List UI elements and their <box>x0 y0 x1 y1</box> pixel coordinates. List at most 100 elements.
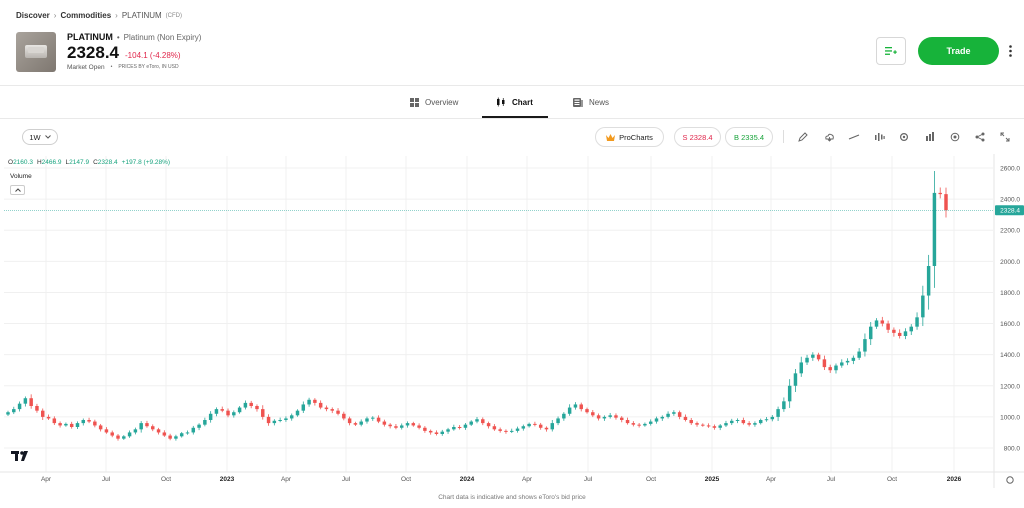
candle-body <box>672 412 676 414</box>
volume-collapse-button[interactable] <box>10 185 25 195</box>
candle-body <box>191 427 196 433</box>
volume-label: Volume <box>10 173 32 180</box>
candle-body <box>452 427 456 430</box>
breadcrumb-discover[interactable]: Discover <box>16 11 50 20</box>
candle-body <box>695 423 699 425</box>
x-tick-label: Oct <box>646 476 656 483</box>
sell-button[interactable]: S 2328.4 <box>674 127 721 147</box>
candle-body <box>139 423 143 430</box>
candle-body <box>747 423 751 425</box>
candle-body <box>730 420 734 424</box>
candle-body <box>116 435 120 439</box>
candle-body <box>608 415 612 417</box>
candle-body <box>133 429 138 433</box>
candle-body <box>104 429 109 433</box>
alert-button[interactable] <box>948 130 962 143</box>
candle-body <box>735 420 740 421</box>
breadcrumb-commodities[interactable]: Commodities <box>60 11 112 20</box>
buy-button[interactable]: B 2335.4 <box>725 127 773 147</box>
indicators-button[interactable] <box>822 130 836 143</box>
candle-body <box>417 425 421 428</box>
y-tick-label: 1400.0 <box>1000 352 1020 359</box>
breadcrumb-platinum: PLATINUM <box>121 11 162 20</box>
candle-body <box>255 406 259 410</box>
chevron-down-icon <box>44 135 51 139</box>
candle-body <box>897 332 902 336</box>
candle-body <box>29 398 33 406</box>
y-tick-label: 2600.0 <box>1000 166 1020 173</box>
tab-overview[interactable]: Overview <box>410 86 458 118</box>
tabs-divider <box>0 118 1024 119</box>
chart-settings-button[interactable] <box>897 130 911 143</box>
add-to-watchlist-icon <box>885 47 897 55</box>
candle-body <box>677 412 682 417</box>
chart-type-button[interactable] <box>923 130 937 143</box>
candle-body <box>486 423 491 427</box>
candle-body <box>6 412 10 415</box>
trend-line-button[interactable] <box>847 130 861 143</box>
close-value: 2328.4 <box>97 159 118 166</box>
interval-selector[interactable]: 1W <box>22 129 58 145</box>
candle-body <box>69 423 74 427</box>
candle-body <box>93 421 97 426</box>
more-options-button[interactable] <box>1004 40 1016 62</box>
y-tick-label: 1800.0 <box>1000 290 1020 297</box>
add-to-watchlist-button[interactable] <box>876 37 906 65</box>
draw-tool-button[interactable] <box>796 130 810 143</box>
axis-settings-icon[interactable] <box>1006 476 1014 484</box>
candle-body <box>828 367 832 371</box>
breadcrumb: Discover › Commodities › PLATINUM (CFD) <box>16 11 182 20</box>
price-chart[interactable]: 800.0 1000.0 1200.0 1400.0 1600.0 1800.0 2000.… <box>0 154 1024 488</box>
candle-body <box>753 423 757 425</box>
asset-symbol: PLATINUM <box>67 32 113 42</box>
candle-body <box>851 357 856 361</box>
ohlc-readout: O2160.3 H2466.9 L2147.9 C2328.4 +197.8 (… <box>8 159 170 166</box>
last-price-tag <box>995 205 1024 216</box>
candle-body <box>35 406 39 411</box>
candle-body <box>822 359 827 368</box>
candle-body <box>475 419 479 422</box>
tab-news[interactable]: News <box>573 86 609 118</box>
candle-body <box>301 404 306 411</box>
candle-body <box>874 320 879 327</box>
candle-body <box>614 415 618 418</box>
tradingview-logo[interactable] <box>10 448 32 464</box>
candle-body <box>64 423 68 426</box>
candle-body <box>179 433 184 437</box>
candle-body <box>365 418 369 422</box>
candle-body <box>689 420 693 424</box>
candle-body <box>915 317 919 327</box>
toolbar-divider <box>783 130 784 143</box>
breadcrumb-suffix: (CFD) <box>165 12 182 19</box>
procharts-button[interactable]: ProCharts <box>595 127 664 147</box>
candle-body <box>469 421 473 425</box>
close-label: C <box>93 159 98 166</box>
candle-body <box>41 410 45 417</box>
candle-body <box>156 429 161 433</box>
candle-body <box>793 373 798 386</box>
trade-button[interactable]: Trade <box>918 37 999 65</box>
tab-chart[interactable]: Chart <box>496 86 533 118</box>
candle-body <box>353 423 358 425</box>
x-tick-label: Oct <box>161 476 171 483</box>
candle-body <box>585 409 589 413</box>
market-status-row: Market Open • PRICES BY eToro, IN USD <box>67 64 179 71</box>
candle-body <box>208 413 213 420</box>
candle-body <box>712 426 717 428</box>
share-button[interactable] <box>973 130 987 143</box>
candle-body <box>376 417 381 422</box>
fullscreen-button[interactable] <box>998 130 1012 143</box>
candle-body <box>504 430 508 432</box>
compare-button[interactable] <box>872 130 886 143</box>
y-tick-label: 2200.0 <box>1000 228 1020 235</box>
candle-body <box>724 423 728 426</box>
candle-body <box>399 425 404 428</box>
candle-body <box>382 421 387 425</box>
candle-body <box>660 416 665 419</box>
open-value: 2160.3 <box>13 159 33 166</box>
candle-body <box>921 295 925 318</box>
share-icon <box>975 132 985 141</box>
candle-body <box>706 425 711 427</box>
ohlc-close: C2328.4 <box>93 159 118 166</box>
